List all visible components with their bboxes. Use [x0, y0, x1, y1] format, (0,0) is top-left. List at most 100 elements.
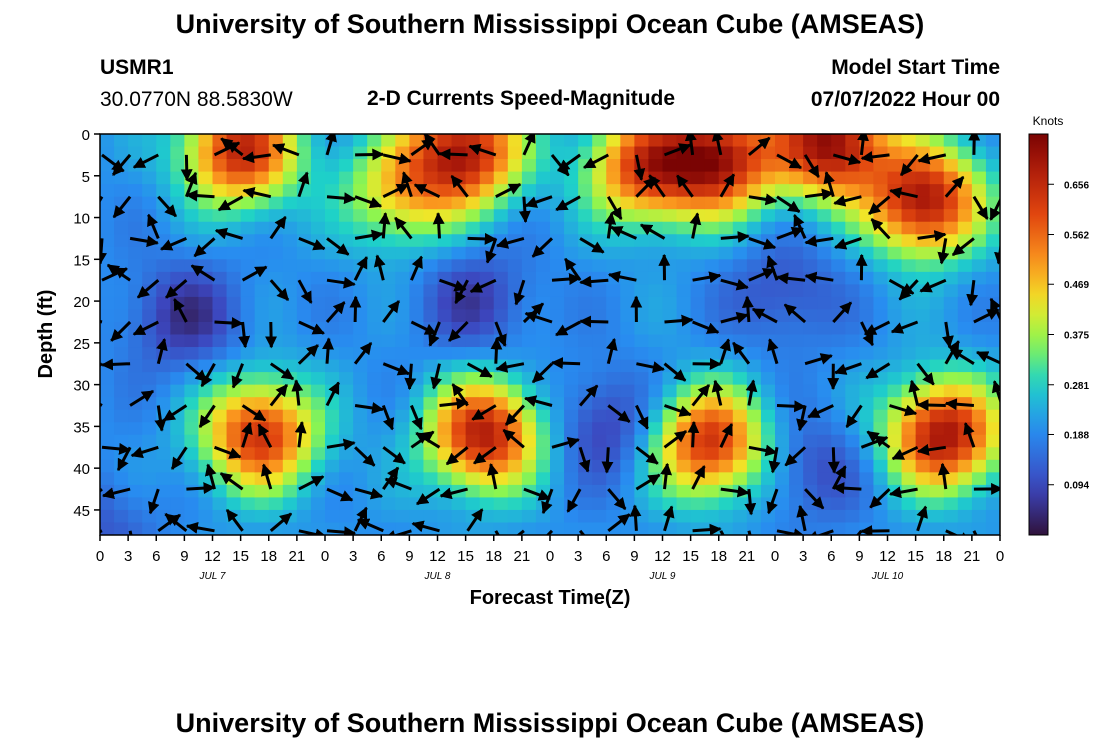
heatmap-cell: [535, 159, 551, 173]
heatmap-cell: [493, 509, 509, 524]
heatmap-cell: [240, 284, 256, 298]
heatmap-cell: [648, 409, 664, 423]
heatmap-cell: [114, 171, 129, 185]
heatmap-cell: [395, 497, 410, 511]
heatmap-cell: [704, 284, 720, 298]
heatmap-cell: [775, 397, 790, 411]
heatmap-cell: [901, 271, 917, 285]
current-arrow: [803, 154, 820, 179]
heatmap-cell: [775, 484, 790, 499]
current-arrow: [1002, 531, 1026, 545]
current-arrow: [607, 488, 627, 510]
heatmap-cell: [985, 146, 1000, 160]
heatmap-cell: [100, 184, 115, 198]
current-arrow: [100, 319, 103, 324]
current-arrow: [451, 383, 469, 407]
current-arrow: [834, 236, 862, 250]
heatmap-cell: [254, 209, 270, 223]
x-tick-label: 15: [907, 548, 924, 565]
heatmap-cell: [507, 334, 523, 348]
heatmap-cell: [507, 347, 523, 361]
heatmap-cell: [128, 296, 143, 311]
heatmap-cell: [831, 422, 846, 436]
heatmap-cell: [353, 284, 368, 298]
heatmap-cell: [887, 134, 903, 148]
heatmap-cell: [648, 146, 664, 160]
heatmap-cell: [170, 497, 185, 511]
heatmap-cell: [803, 184, 818, 198]
heatmap-cell: [943, 497, 959, 511]
heatmap-cell: [929, 522, 945, 535]
heatmap-cell: [493, 397, 509, 411]
current-arrow: [834, 362, 862, 375]
heatmap-cell: [507, 522, 523, 535]
heatmap-cell: [929, 184, 945, 198]
heatmap-cell: [296, 497, 312, 511]
heatmap-cell: [535, 347, 551, 361]
heatmap-cell: [929, 347, 945, 361]
heatmap-cell: [240, 459, 256, 473]
heatmap-cell: [142, 359, 157, 373]
heatmap-cell: [282, 171, 298, 185]
heatmap-cell: [325, 259, 340, 273]
current-arrow: [490, 337, 503, 364]
heatmap-cell: [465, 259, 481, 273]
current-arrow: [776, 226, 804, 240]
heatmap-cell: [550, 484, 565, 499]
heatmap-cell: [817, 434, 832, 448]
heatmap-cell: [578, 184, 593, 198]
heatmap-cell: [367, 434, 382, 448]
heatmap-cell: [803, 259, 818, 273]
heatmap-cell: [985, 159, 1000, 173]
heatmap-cell: [732, 409, 748, 423]
heatmap-cell: [156, 159, 171, 173]
heatmap-cell: [423, 347, 439, 361]
heatmap-cell: [226, 497, 242, 511]
heatmap-cell: [831, 434, 846, 448]
heatmap-cell: [859, 359, 875, 373]
heatmap-cell: [254, 347, 270, 361]
heatmap-cell: [578, 509, 593, 524]
current-arrow: [106, 263, 131, 282]
heatmap-cell: [550, 134, 565, 148]
heatmap-cell: [564, 209, 579, 223]
heatmap-cell: [535, 409, 551, 423]
heatmap-cell: [578, 434, 593, 448]
heatmap-cell: [732, 159, 748, 173]
heatmap-cell: [451, 159, 467, 173]
heatmap-cell: [409, 196, 425, 210]
heatmap-cell: [493, 284, 509, 298]
heatmap-cell: [803, 321, 818, 336]
heatmap-cell: [465, 134, 481, 148]
heatmap-cell: [915, 221, 931, 235]
heatmap-cell: [690, 146, 706, 160]
heatmap-cell: [620, 246, 635, 260]
page-title-repeat: University of Southern Mississippi Ocean…: [175, 708, 925, 738]
heatmap-cell: [957, 196, 973, 210]
heatmap-cell: [479, 422, 495, 436]
current-arrow: [823, 171, 835, 198]
heatmap-cell: [915, 321, 931, 336]
heatmap-cell: [606, 259, 621, 273]
heatmap-cell: [184, 221, 200, 235]
current-arrow: [381, 404, 395, 431]
heatmap-cell: [817, 334, 832, 348]
heatmap-cell: [704, 447, 720, 461]
heatmap-cell: [676, 284, 692, 298]
current-arrow: [112, 195, 132, 219]
heatmap-cell: [395, 509, 410, 524]
heatmap-cell: [240, 221, 256, 235]
heatmap-cell: [282, 296, 298, 311]
current-arrow: [325, 301, 346, 323]
heatmap-cell: [606, 159, 621, 173]
heatmap-cell: [662, 309, 678, 323]
day-label: JUL 9: [649, 571, 676, 582]
heatmap-cell: [915, 409, 931, 423]
heatmap-cell: [521, 359, 537, 373]
heatmap-cell: [957, 271, 973, 285]
heatmap-cell: [268, 497, 284, 511]
current-arrow: [605, 337, 618, 365]
heatmap-cell: [901, 309, 917, 323]
heatmap-cell: [901, 359, 917, 373]
current-arrow: [692, 320, 720, 334]
